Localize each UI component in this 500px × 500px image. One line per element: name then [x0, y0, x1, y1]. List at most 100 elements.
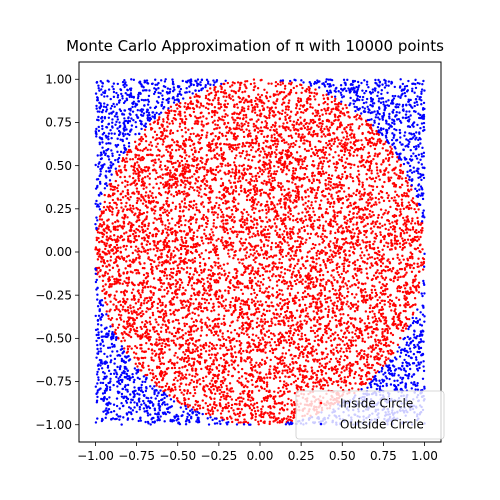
data-point	[126, 347, 130, 351]
data-point	[186, 192, 189, 195]
data-point	[329, 148, 333, 151]
data-point	[277, 322, 280, 326]
data-point	[245, 153, 249, 156]
data-point	[178, 203, 181, 206]
data-point	[406, 262, 409, 266]
data-point	[289, 254, 292, 258]
data-point	[262, 148, 265, 151]
data-point	[351, 129, 354, 132]
data-point	[405, 265, 408, 268]
data-point	[324, 347, 328, 350]
data-point	[282, 139, 286, 142]
data-point	[247, 107, 250, 111]
data-point	[245, 128, 248, 131]
data-point	[273, 136, 277, 140]
data-point	[100, 260, 103, 263]
data-point	[117, 255, 120, 258]
data-point	[245, 116, 248, 119]
data-point	[285, 417, 288, 420]
data-point	[264, 300, 268, 304]
data-point	[317, 103, 321, 107]
data-point	[185, 154, 188, 157]
data-point	[151, 272, 154, 276]
data-point	[327, 183, 330, 186]
data-point	[313, 196, 317, 199]
data-point	[206, 316, 209, 319]
data-point	[148, 190, 152, 193]
data-point	[223, 89, 227, 92]
data-point	[239, 392, 242, 395]
data-point	[198, 210, 201, 214]
data-point	[185, 159, 189, 163]
data-point	[379, 208, 383, 211]
data-point	[291, 181, 294, 184]
data-point	[250, 313, 253, 316]
data-point	[339, 355, 343, 358]
data-point	[368, 131, 372, 135]
data-point	[349, 141, 352, 144]
data-point	[176, 288, 179, 291]
data-point	[178, 161, 181, 165]
data-point	[193, 375, 197, 378]
data-point	[163, 129, 166, 132]
data-point	[338, 190, 341, 193]
data-point	[98, 225, 101, 228]
data-point	[215, 201, 218, 205]
data-point	[124, 179, 127, 183]
data-point	[160, 285, 163, 288]
data-point	[391, 257, 395, 261]
data-point	[260, 132, 263, 136]
data-point	[388, 344, 391, 347]
data-point	[215, 152, 219, 155]
data-point	[371, 316, 374, 319]
data-point	[375, 361, 379, 365]
data-point	[187, 128, 190, 131]
data-point	[224, 338, 228, 342]
data-point	[243, 157, 247, 160]
data-point	[364, 282, 367, 285]
data-point	[100, 210, 103, 213]
data-point	[349, 302, 353, 305]
data-point	[335, 106, 338, 109]
data-point	[264, 115, 268, 119]
data-point	[358, 191, 361, 195]
data-point	[174, 232, 177, 236]
data-point	[381, 335, 384, 339]
data-point	[316, 188, 319, 192]
data-point	[175, 247, 179, 251]
data-point	[231, 284, 235, 287]
data-point	[357, 169, 360, 173]
data-point	[199, 102, 203, 105]
data-point	[253, 410, 257, 413]
data-point	[232, 196, 236, 199]
data-point	[134, 245, 138, 248]
data-point	[261, 348, 264, 352]
data-point	[396, 343, 400, 347]
data-point	[167, 319, 170, 322]
data-point	[182, 268, 185, 271]
data-point	[165, 231, 169, 234]
data-point	[137, 298, 140, 301]
data-point	[99, 214, 102, 217]
data-point	[349, 173, 352, 176]
data-point	[281, 109, 284, 112]
data-point	[328, 296, 332, 299]
data-point	[321, 113, 324, 116]
data-point	[217, 369, 221, 373]
data-point	[270, 139, 273, 142]
data-point	[233, 328, 237, 332]
data-point	[188, 272, 192, 276]
data-point	[410, 188, 413, 191]
data-point	[275, 148, 278, 152]
data-point	[173, 326, 176, 330]
data-point	[121, 282, 124, 286]
data-point	[380, 314, 383, 318]
data-point	[173, 366, 177, 370]
data-point	[295, 139, 298, 143]
data-point	[123, 175, 127, 179]
data-point	[325, 141, 328, 145]
data-point	[249, 412, 253, 415]
data-point	[260, 93, 264, 97]
data-point	[321, 165, 324, 168]
data-point	[387, 171, 390, 174]
